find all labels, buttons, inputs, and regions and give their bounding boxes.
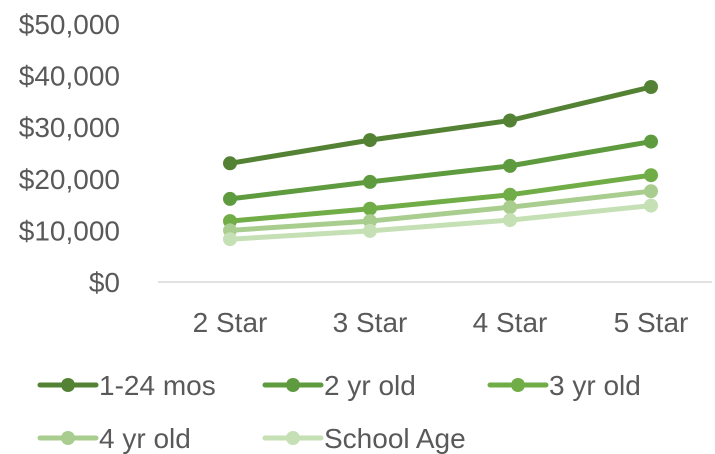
x-tick-label: 4 Star xyxy=(473,307,548,338)
x-tick-label: 2 Star xyxy=(193,307,268,338)
legend-label: 1-24 mos xyxy=(99,370,216,401)
data-point xyxy=(363,214,377,229)
legend-item: School Age xyxy=(262,423,466,454)
data-point xyxy=(363,201,377,216)
series-line xyxy=(227,139,654,202)
x-tick-label: 5 Star xyxy=(614,307,689,338)
y-tick-label: $50,000 xyxy=(19,9,120,40)
series-2-yr-old xyxy=(223,134,658,206)
legend-item: 3 yr old xyxy=(487,370,641,401)
legend-label: 4 yr old xyxy=(99,423,191,454)
data-point xyxy=(503,158,517,173)
series-line xyxy=(227,188,654,233)
data-point xyxy=(644,134,658,149)
series-line xyxy=(227,203,654,242)
y-tick-label: $20,000 xyxy=(19,164,120,195)
series-1-24-mos xyxy=(223,80,658,171)
y-axis: $0 $10,000 $20,000 $30,000 $40,000 $50,000 xyxy=(19,9,120,298)
legend-item: 2 yr old xyxy=(262,370,416,401)
series-4-yr-old xyxy=(223,184,658,238)
y-tick-label: $0 xyxy=(89,267,120,298)
y-tick-label: $40,000 xyxy=(19,61,120,92)
data-point xyxy=(503,113,517,128)
data-point xyxy=(644,168,658,183)
legend-label: 3 yr old xyxy=(549,370,641,401)
legend-swatch-marker xyxy=(61,431,75,445)
y-tick-label: $30,000 xyxy=(19,112,120,143)
data-point xyxy=(644,80,658,94)
legend-item: 4 yr old xyxy=(37,423,191,454)
legend-swatch-marker xyxy=(286,378,300,392)
series-school-age xyxy=(223,198,658,247)
data-point xyxy=(503,200,517,215)
data-point xyxy=(223,191,237,206)
data-point xyxy=(363,174,377,189)
legend-label: School Age xyxy=(324,423,466,454)
series-line xyxy=(227,172,654,224)
data-point xyxy=(503,187,517,202)
series-line xyxy=(227,84,654,166)
x-axis: 2 Star 3 Star 4 Star 5 Star xyxy=(158,281,712,338)
data-point xyxy=(644,184,658,199)
data-point xyxy=(223,156,237,171)
data-point xyxy=(644,198,658,213)
series-layer xyxy=(223,80,658,247)
legend-swatch-marker xyxy=(511,378,525,392)
legend-swatch-marker xyxy=(286,431,300,445)
legend-item: 1-24 mos xyxy=(37,370,216,401)
data-point xyxy=(223,232,237,247)
x-tick-label: 3 Star xyxy=(333,307,408,338)
data-point xyxy=(503,213,517,228)
legend: 1-24 mos 2 yr old 3 yr old 4 yr old School A… xyxy=(37,370,641,454)
y-tick-label: $10,000 xyxy=(19,215,120,246)
legend-swatch-marker xyxy=(61,378,75,392)
legend-label: 2 yr old xyxy=(324,370,416,401)
data-point xyxy=(363,133,377,148)
data-point xyxy=(363,223,377,238)
